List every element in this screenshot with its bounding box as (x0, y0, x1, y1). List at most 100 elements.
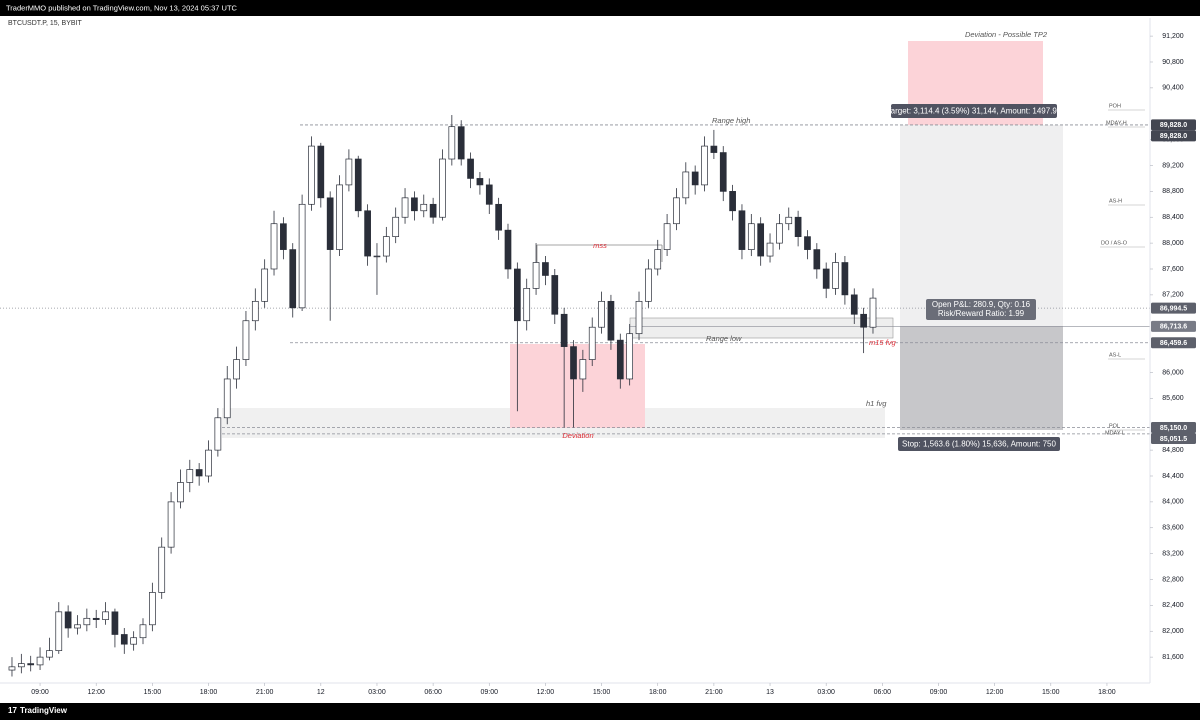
candle-body (757, 223, 765, 257)
candle-body (111, 611, 119, 635)
x-tick-label: 15:00 (144, 689, 162, 696)
h1-fvg-label: h1 fvg (866, 399, 887, 408)
y-tick-label: 88,400 (1162, 214, 1184, 221)
session-marker: AS-H (1109, 198, 1122, 204)
candle-body (251, 300, 259, 322)
y-tick-label: 85,600 (1162, 395, 1184, 402)
position-labels: Target: 3,114.4 (3.59%) 31,144, Amount: … (887, 104, 1062, 451)
candle-body (738, 210, 746, 250)
y-tick-label: 89,200 (1162, 162, 1184, 169)
candle-body (485, 184, 493, 205)
candle-body (747, 223, 755, 250)
candle-body (532, 262, 540, 289)
candle-body (551, 275, 559, 315)
x-tick-label: 18:00 (1098, 689, 1116, 696)
candle-body (270, 223, 278, 270)
candle-body (542, 262, 549, 276)
x-tick-label: 15:00 (1042, 689, 1060, 696)
level-badge (1151, 432, 1196, 444)
candle-body (233, 359, 240, 380)
candle-body (167, 501, 175, 548)
x-tick-label: 12:00 (87, 689, 105, 696)
target-label: Target: 3,114.4 (3.59%) 31,144, Amount: … (887, 107, 1062, 116)
candle-body (120, 634, 128, 645)
risk-reward-label: Risk/Reward Ratio: 1.99 (938, 309, 1025, 318)
y-tick-label: 82,800 (1162, 576, 1184, 583)
y-tick-label: 82,000 (1162, 628, 1184, 635)
candle-body (504, 229, 512, 270)
x-tick-label: 03:00 (368, 689, 386, 696)
candle-body (588, 326, 596, 360)
x-tick-label: 06:00 (424, 689, 442, 696)
candle-body (560, 313, 568, 347)
candle-body (691, 171, 699, 186)
candle-body (261, 268, 269, 302)
x-tick-label: 12 (317, 689, 325, 696)
candle-body (570, 346, 577, 380)
deviation-label: Deviation (562, 431, 593, 440)
x-tick-label: 13 (766, 689, 774, 696)
candle-body (214, 417, 222, 451)
candle-body (841, 262, 849, 296)
footer-brand: TradingView (20, 706, 68, 715)
candle-body (223, 378, 231, 419)
candle-body (64, 611, 72, 629)
level-label: 85,150.0 (1160, 425, 1187, 432)
session-marker: MDAY-L (1105, 430, 1125, 436)
y-tick-label: 83,600 (1162, 525, 1184, 532)
candle-body (205, 449, 212, 477)
candle-body (832, 262, 839, 289)
symbol: BTCUSDT.P, 15, BYBIT (8, 20, 83, 27)
candle-body (495, 203, 502, 231)
stop-zone (900, 326, 1063, 430)
candle-body (579, 359, 587, 380)
candle-body (354, 158, 362, 212)
y-tick-label: 84,800 (1162, 447, 1184, 454)
candle-body (766, 242, 774, 257)
candle-body (429, 203, 437, 218)
candle-body (448, 126, 456, 160)
x-tick-label: 21:00 (705, 689, 723, 696)
y-tick-label: 90,800 (1162, 59, 1184, 66)
candle-body (186, 469, 194, 483)
candle-body (439, 158, 446, 218)
range-low-label: Range low (706, 334, 742, 343)
candle-body (280, 223, 287, 250)
x-tick-label: 09:00 (930, 689, 948, 696)
stop-label: Stop: 1,563.6 (1.80%) 15,636, Amount: 75… (902, 440, 1056, 449)
candle-body (626, 333, 634, 380)
candle-body (523, 288, 531, 322)
candle-body (326, 197, 334, 250)
level-label: 86,994.5 (1160, 306, 1187, 313)
candle-body (401, 197, 409, 218)
m15-fvg-box (629, 317, 894, 339)
candle-body (813, 249, 821, 270)
y-tick-label: 83,200 (1162, 550, 1184, 557)
candle-body (467, 158, 474, 179)
candle-body (645, 268, 652, 302)
candle-body (149, 592, 156, 626)
candle-body (8, 666, 16, 671)
candle-body (345, 158, 353, 186)
candle-body (869, 297, 877, 328)
y-tick-label: 88,800 (1162, 188, 1184, 195)
candle-body (308, 145, 315, 205)
candle-body (242, 320, 250, 360)
candle-body (411, 197, 418, 212)
deviation-box (510, 344, 645, 428)
candle-body (701, 145, 708, 186)
candle-body (785, 216, 793, 225)
candle-body (794, 216, 802, 237)
candle-body (673, 197, 680, 225)
candle-body (27, 663, 35, 666)
level-badge (1151, 119, 1196, 131)
pnl-badge (926, 299, 1036, 320)
x-tick-label: 12:00 (986, 689, 1004, 696)
session-marker: AS-L (1109, 352, 1121, 358)
session-marker: POL (1109, 423, 1120, 429)
candle-body (663, 223, 671, 250)
level-label: 85,051.5 (1160, 436, 1187, 443)
x-tick-label: 18:00 (649, 689, 667, 696)
y-tick-label: 84,400 (1162, 473, 1184, 480)
